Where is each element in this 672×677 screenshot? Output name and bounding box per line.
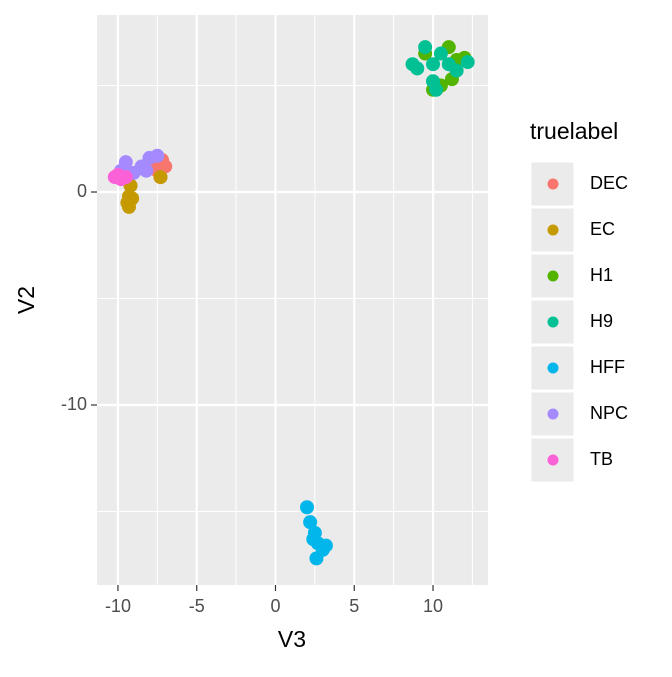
legend-key bbox=[530, 437, 575, 483]
point bbox=[433, 46, 448, 61]
legend-marker bbox=[547, 270, 559, 282]
point bbox=[418, 40, 433, 55]
point bbox=[318, 538, 333, 553]
point bbox=[306, 532, 321, 547]
point bbox=[118, 170, 133, 185]
point bbox=[303, 515, 318, 530]
point bbox=[158, 159, 173, 174]
legend-title: truelabel bbox=[530, 118, 618, 144]
legend-marker bbox=[547, 316, 559, 328]
y-tick-label: -10 bbox=[61, 394, 87, 414]
legend-label: EC bbox=[590, 219, 615, 239]
x-axis-label: V3 bbox=[278, 626, 306, 652]
legend-label: TB bbox=[590, 449, 613, 469]
legend-label: DEC bbox=[590, 173, 628, 193]
legend-marker bbox=[547, 178, 559, 190]
y-tick-label: 0 bbox=[77, 181, 87, 201]
point bbox=[449, 63, 464, 78]
point bbox=[139, 163, 154, 178]
y-axis-label: V2 bbox=[13, 286, 39, 314]
legend-label: H9 bbox=[590, 311, 613, 331]
x-tick-label: 0 bbox=[270, 596, 280, 616]
point bbox=[150, 148, 165, 163]
x-tick-label: -5 bbox=[189, 596, 205, 616]
legend-marker bbox=[547, 408, 559, 420]
legend-marker bbox=[547, 362, 559, 374]
panel bbox=[97, 15, 488, 585]
legend-marker bbox=[547, 454, 559, 466]
point bbox=[460, 55, 475, 70]
legend-label: H1 bbox=[590, 265, 613, 285]
point bbox=[429, 82, 444, 97]
x-tick-label: 5 bbox=[349, 596, 359, 616]
point bbox=[299, 500, 314, 515]
legend-label: NPC bbox=[590, 403, 628, 423]
point bbox=[426, 57, 441, 72]
x-tick-label: 10 bbox=[423, 596, 443, 616]
point bbox=[121, 199, 136, 214]
legend-label: HFF bbox=[590, 357, 625, 377]
x-tick-label: -10 bbox=[105, 596, 131, 616]
point bbox=[405, 57, 420, 72]
legend-marker bbox=[547, 224, 559, 236]
point bbox=[153, 170, 168, 185]
point bbox=[309, 551, 324, 566]
